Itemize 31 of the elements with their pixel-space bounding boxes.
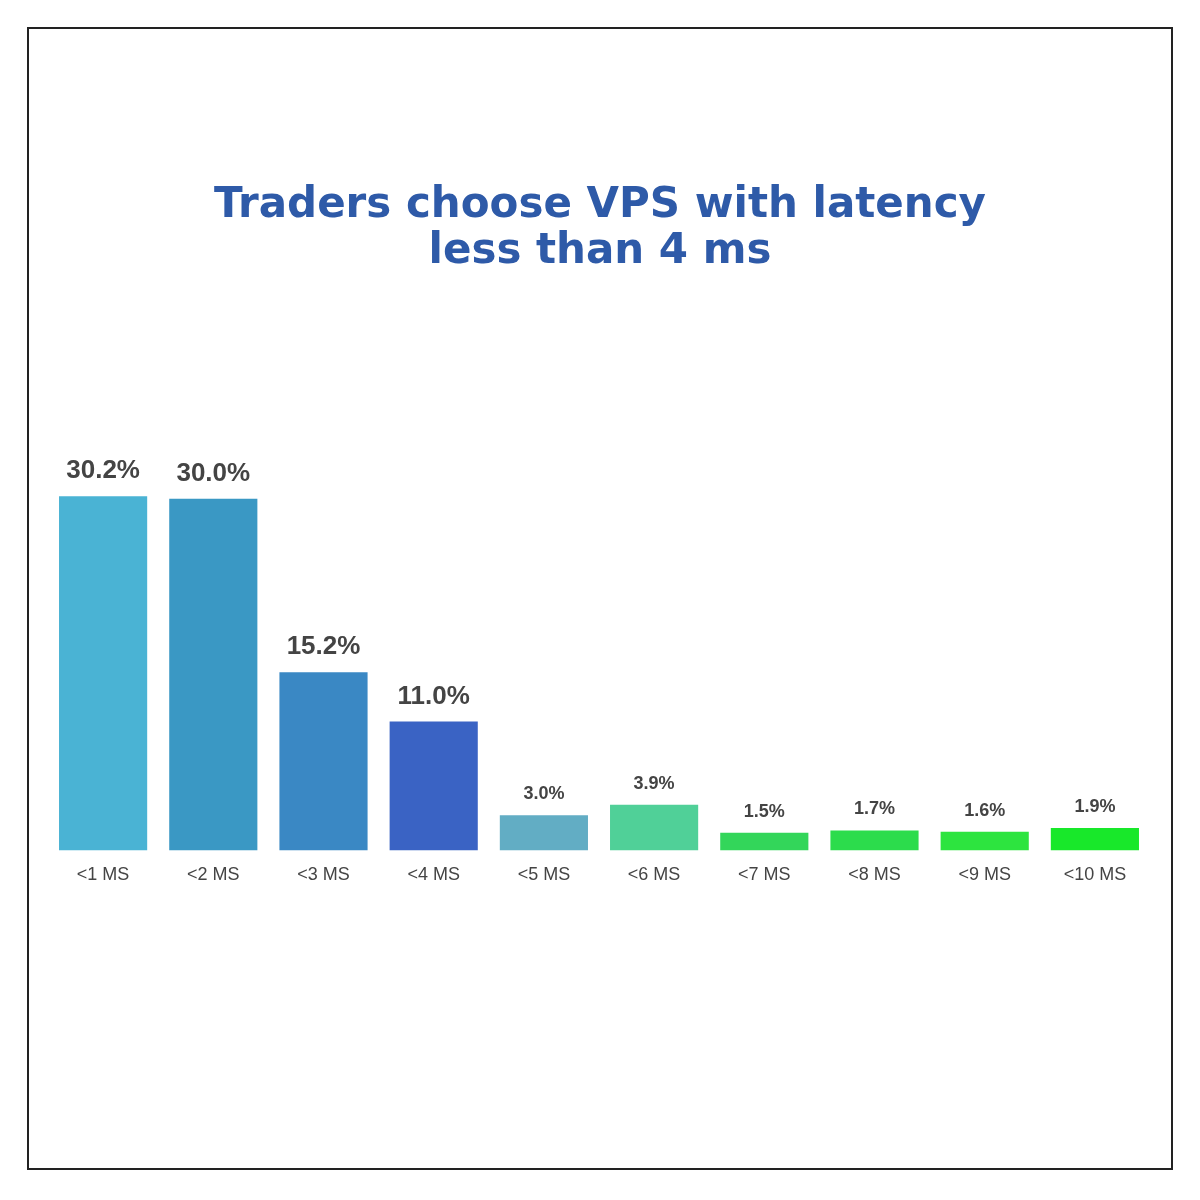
chart-title: Traders choose VPS with latency less than 4 ms: [213, 178, 987, 273]
bar: [720, 832, 809, 851]
x-tick-label: <3 MS: [297, 864, 350, 885]
x-tick-label: <8 MS: [848, 864, 901, 885]
x-tick-label: <1 MS: [76, 864, 130, 885]
data-label: 15.2%: [286, 630, 361, 661]
bar: [169, 498, 258, 851]
x-tick-label: <7 MS: [738, 864, 791, 885]
bar: [389, 721, 478, 851]
bar: [279, 672, 368, 851]
data-label: 1.7%: [853, 798, 896, 819]
data-label: 1.6%: [964, 799, 1006, 820]
bar: [830, 830, 919, 851]
bar: [1050, 828, 1139, 851]
data-label: 3.9%: [633, 772, 675, 793]
bar: [940, 831, 1029, 851]
x-tick-label: <5 MS: [517, 864, 571, 885]
x-tick-label: <4 MS: [407, 864, 460, 885]
data-label: 30.0%: [176, 456, 251, 487]
data-label: 1.9%: [1074, 796, 1116, 817]
data-label: 11.0%: [397, 679, 470, 710]
x-tick-label: <10 MS: [1063, 864, 1127, 885]
bar: [499, 815, 588, 851]
bar: [610, 804, 699, 851]
x-tick-label: <9 MS: [958, 864, 1011, 885]
x-tick-label: <6 MS: [627, 864, 681, 885]
data-label: 30.2%: [66, 454, 140, 485]
x-tick-label: <2 MS: [187, 864, 240, 885]
bar: [59, 496, 148, 851]
data-label: 1.5%: [743, 800, 785, 821]
data-label: 3.0%: [523, 783, 565, 804]
